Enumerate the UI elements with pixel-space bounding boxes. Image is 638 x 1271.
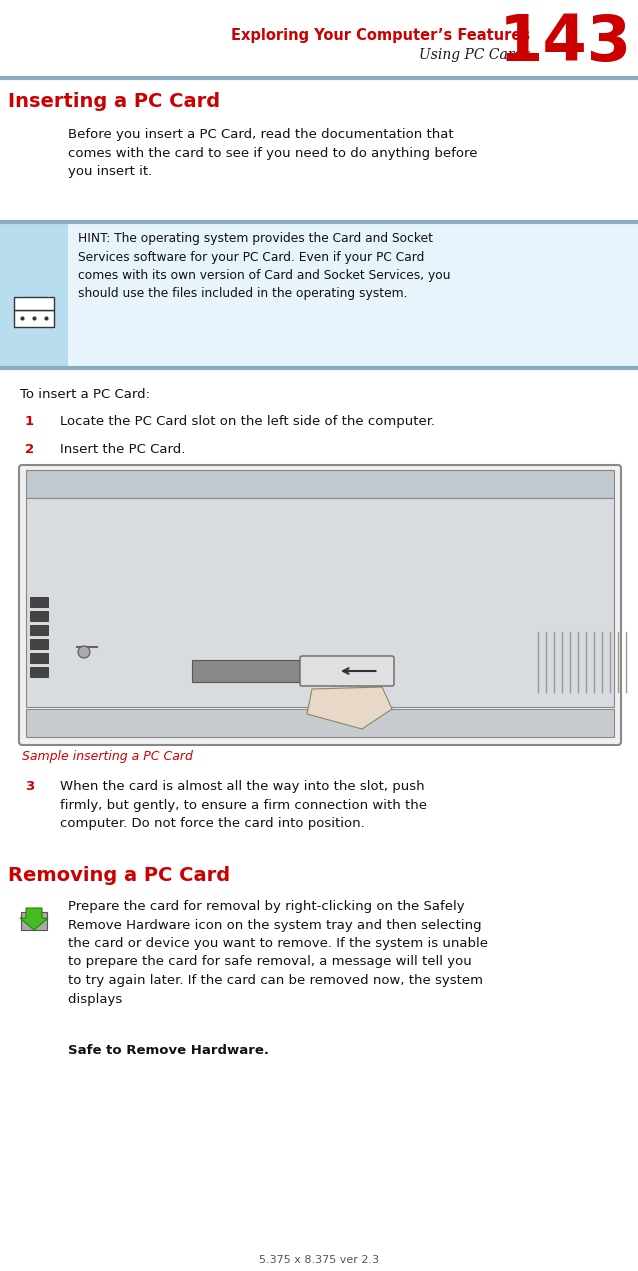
Text: 2: 2 (25, 444, 34, 456)
Bar (30, 667, 48, 677)
Bar (30, 639, 48, 649)
Text: Insert the PC Card.: Insert the PC Card. (60, 444, 186, 456)
Text: To insert a PC Card:: To insert a PC Card: (20, 388, 150, 400)
Bar (30, 653, 48, 663)
Bar (26, 498, 614, 707)
Bar (192, 660, 322, 683)
Polygon shape (20, 907, 48, 930)
Bar (30, 611, 48, 622)
Bar (0, 222, 68, 369)
Text: HINT: The operating system provides the Card and Socket
Services software for yo: HINT: The operating system provides the … (78, 233, 450, 300)
Text: Exploring Your Computer’s Features: Exploring Your Computer’s Features (231, 28, 530, 43)
Bar (30, 625, 48, 636)
Bar (26, 709, 614, 737)
Polygon shape (307, 688, 392, 730)
Text: 3: 3 (25, 780, 34, 793)
Bar (30, 597, 48, 608)
Bar (21, 913, 47, 930)
Text: Inserting a PC Card: Inserting a PC Card (8, 92, 220, 111)
FancyBboxPatch shape (19, 465, 621, 745)
Text: When the card is almost all the way into the slot, push
firmly, but gently, to e: When the card is almost all the way into… (60, 780, 427, 830)
Text: Safe to Remove Hardware.: Safe to Remove Hardware. (68, 1043, 269, 1057)
FancyBboxPatch shape (300, 656, 394, 686)
Text: 5.375 x 8.375 ver 2.3: 5.375 x 8.375 ver 2.3 (259, 1254, 379, 1265)
Text: Prepare the card for removal by right-clicking on the Safely
Remove Hardware ico: Prepare the card for removal by right-cl… (68, 900, 488, 1005)
Bar (26, 470, 614, 498)
Text: Using PC Cards: Using PC Cards (419, 48, 530, 62)
Bar (0, 222, 638, 369)
Text: 1: 1 (25, 416, 34, 428)
Circle shape (78, 646, 90, 658)
Text: Removing a PC Card: Removing a PC Card (8, 866, 230, 885)
Bar (14, 310, 54, 327)
Bar (14, 296, 54, 310)
Text: Sample inserting a PC Card: Sample inserting a PC Card (22, 750, 193, 763)
Text: Before you insert a PC Card, read the documentation that
comes with the card to : Before you insert a PC Card, read the do… (68, 128, 477, 178)
Text: Locate the PC Card slot on the left side of the computer.: Locate the PC Card slot on the left side… (60, 416, 435, 428)
Text: 143: 143 (499, 11, 632, 74)
